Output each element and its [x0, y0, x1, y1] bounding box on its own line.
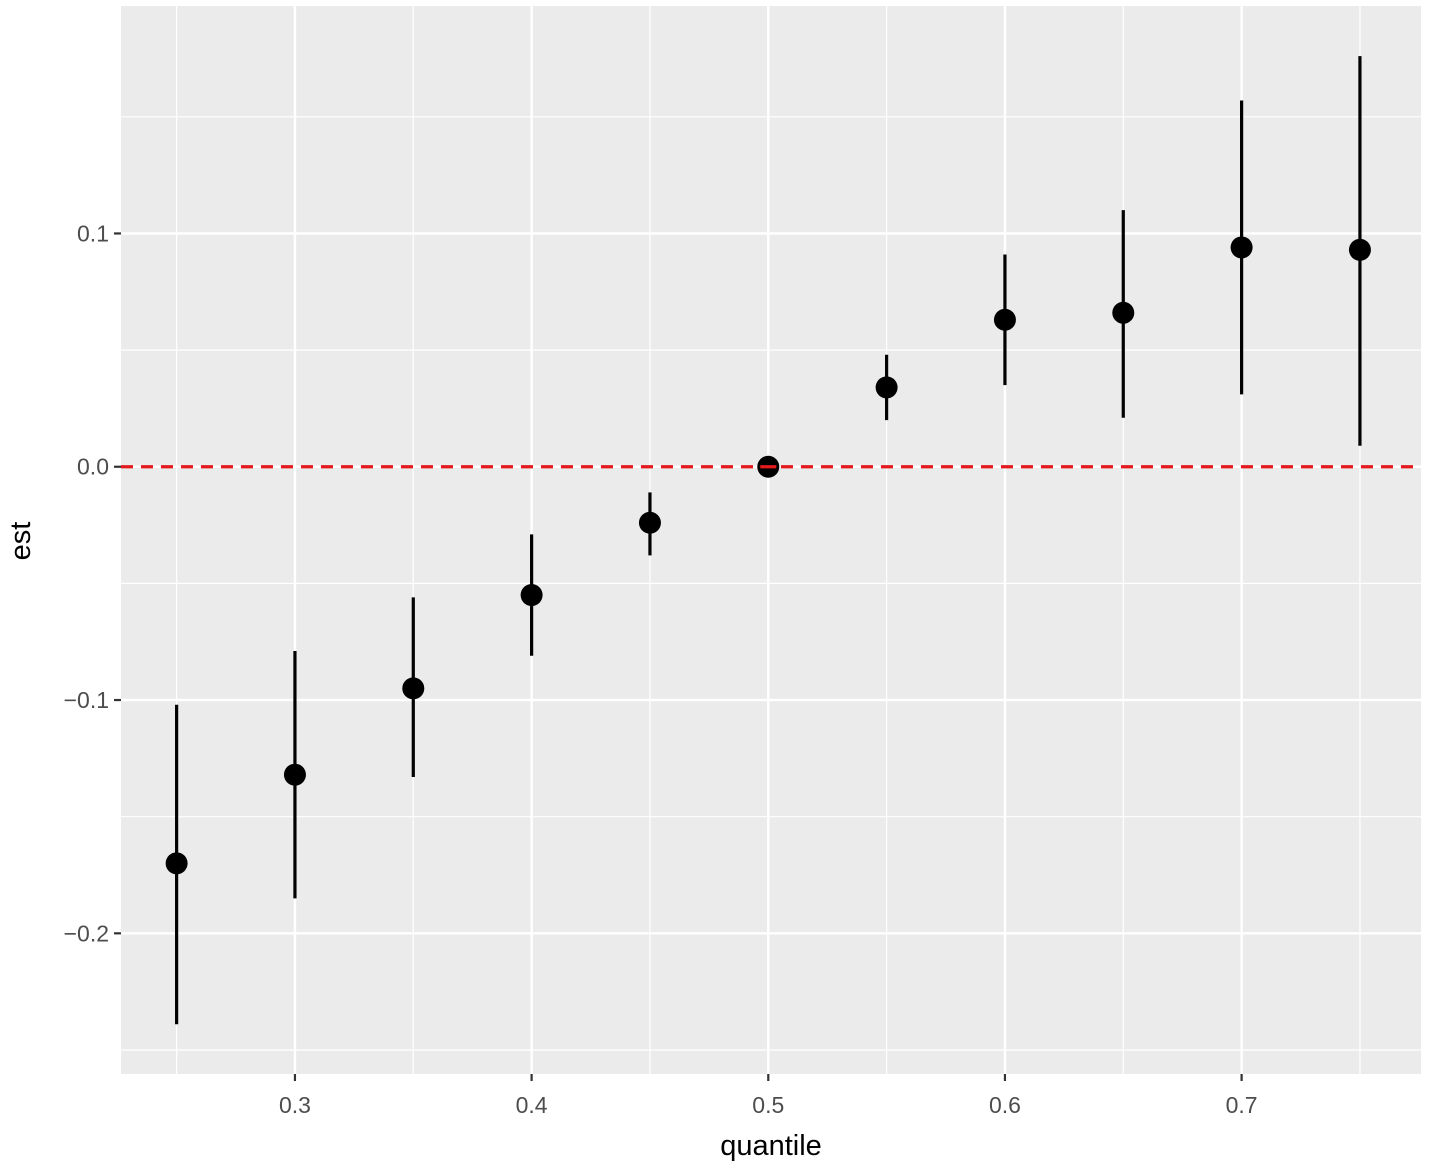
y-tick-label: −0.2 [64, 920, 109, 946]
data-point [1112, 301, 1135, 324]
x-tick-label: 0.3 [279, 1092, 311, 1118]
data-point [520, 584, 543, 607]
x-tick-label: 0.4 [516, 1092, 548, 1118]
panel-background [121, 6, 1421, 1074]
data-point [1230, 236, 1253, 259]
y-tick-label: 0.0 [77, 454, 109, 480]
data-point [283, 763, 306, 786]
x-axis-title: quantile [720, 1130, 822, 1162]
axes: −0.2 −0.1 0.0 0.1 0.3 0.4 0.5 0.6 0.7 [64, 220, 1258, 1118]
x-tick-label: 0.5 [752, 1092, 784, 1118]
x-tick-label: 0.6 [989, 1092, 1021, 1118]
y-tick-label: −0.1 [64, 687, 109, 713]
y-axis-title: est [5, 522, 37, 561]
data-point [875, 376, 898, 399]
data-point [402, 677, 425, 700]
data-point [1348, 238, 1371, 261]
data-point [993, 308, 1016, 331]
plot-panel [121, 6, 1421, 1074]
y-tick-label: 0.1 [77, 220, 109, 246]
data-point [638, 511, 661, 534]
x-tick-label: 0.7 [1226, 1092, 1258, 1118]
data-point [165, 852, 188, 875]
data-points [165, 236, 1371, 875]
